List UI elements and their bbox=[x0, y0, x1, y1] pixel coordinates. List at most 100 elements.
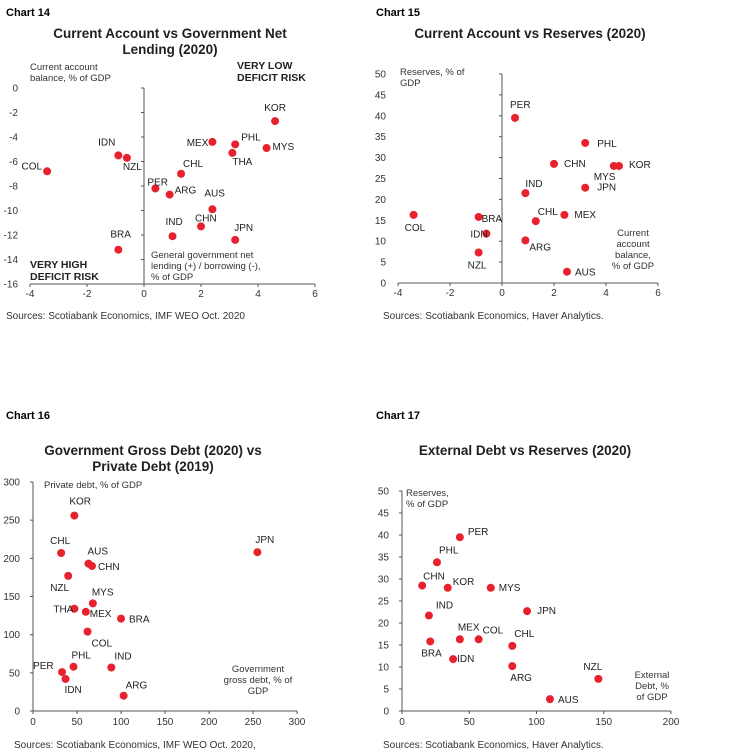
x-tick-label: 150 bbox=[157, 717, 174, 728]
chart15: Chart 15 Current Account vs Reserves (202… bbox=[375, 7, 661, 322]
y-axis-title: GDP bbox=[400, 78, 421, 89]
x-tick-label: 4 bbox=[603, 288, 609, 299]
data-point-per bbox=[455, 533, 464, 542]
data-point-arg bbox=[508, 662, 517, 671]
data-point-mex bbox=[455, 635, 464, 644]
x-axis-title: General government net bbox=[151, 250, 254, 261]
x-tick-label: 50 bbox=[71, 717, 83, 728]
y-tick-label: 10 bbox=[378, 663, 390, 674]
data-label-arg: ARG bbox=[510, 673, 532, 684]
y-tick-label: 0 bbox=[380, 279, 386, 290]
data-point-phl bbox=[432, 558, 441, 567]
x-tick-label: 0 bbox=[399, 717, 405, 728]
data-label-kor: KOR bbox=[264, 103, 286, 114]
x-axis-title: Current bbox=[617, 228, 649, 239]
x-axis-title: Debt, % bbox=[635, 681, 669, 692]
data-label-mys: MYS bbox=[499, 583, 521, 594]
data-label-aus: AUS bbox=[204, 188, 225, 199]
y-tick-label: 20 bbox=[378, 619, 390, 630]
chart-title-line: Government Gross Debt (2020) vs bbox=[44, 443, 262, 458]
x-tick-label: 2 bbox=[198, 289, 204, 300]
data-label-chn: CHN bbox=[423, 572, 445, 583]
data-label-col: COL bbox=[483, 625, 504, 636]
data-label-ind: IND bbox=[436, 601, 453, 612]
y-tick-label: 10 bbox=[375, 237, 387, 248]
data-label-kor: KOR bbox=[453, 577, 475, 588]
y-tick-label: -8 bbox=[9, 182, 18, 193]
y-tick-label: 35 bbox=[375, 132, 387, 143]
data-point-chn bbox=[550, 159, 558, 168]
x-tick-label: 150 bbox=[595, 717, 612, 728]
data-point-jpn bbox=[523, 607, 532, 616]
data-point-jpn bbox=[231, 235, 240, 244]
x-tick-label: -4 bbox=[394, 288, 403, 299]
y-tick-label: 50 bbox=[9, 668, 21, 679]
data-label-idn: IDN bbox=[65, 685, 82, 696]
x-tick-label: 300 bbox=[289, 717, 306, 728]
data-point-aus bbox=[208, 205, 217, 214]
x-tick-label: 6 bbox=[312, 289, 318, 300]
data-point-mys bbox=[609, 161, 618, 170]
data-point-ind bbox=[521, 189, 530, 198]
data-point-arg bbox=[119, 691, 128, 700]
data-label-aus: AUS bbox=[87, 547, 108, 558]
x-tick-label: 0 bbox=[30, 717, 36, 728]
data-point-arg bbox=[521, 236, 530, 245]
chart-number: Chart 16 bbox=[6, 410, 50, 422]
data-point-ind bbox=[424, 611, 433, 620]
data-point-bra bbox=[474, 212, 483, 221]
data-label-phl: PHL bbox=[241, 132, 261, 143]
chart-title-line: Private Debt (2019) bbox=[92, 459, 214, 474]
data-label-nzl: NZL bbox=[123, 162, 142, 173]
data-point-col bbox=[409, 210, 418, 219]
data-point-nzl bbox=[594, 674, 603, 683]
data-label-jpn: JPN bbox=[255, 535, 274, 546]
y-tick-label: 5 bbox=[383, 685, 389, 696]
data-point-col bbox=[474, 635, 483, 644]
data-point-per bbox=[511, 113, 519, 122]
data-point-chl bbox=[531, 217, 540, 226]
data-label-nzl: NZL bbox=[468, 260, 487, 271]
x-axis-title: account bbox=[616, 239, 650, 250]
data-label-bra: BRA bbox=[421, 648, 442, 659]
chart17: Chart 17 External Debt vs Reserves (2020)… bbox=[376, 410, 680, 751]
risk-annotation: VERY HIGH bbox=[30, 259, 87, 271]
y-axis-title: balance, % of GDP bbox=[30, 73, 111, 84]
data-point-arg bbox=[165, 190, 174, 199]
data-point-chn bbox=[197, 222, 205, 231]
data-label-arg: ARG bbox=[126, 681, 148, 692]
data-point-idn bbox=[482, 229, 491, 238]
data-point-mex bbox=[208, 137, 217, 146]
y-tick-label: 35 bbox=[378, 553, 390, 564]
data-point-jpn bbox=[581, 183, 590, 192]
y-tick-label: -10 bbox=[4, 206, 19, 217]
y-tick-label: 15 bbox=[375, 216, 387, 227]
x-tick-label: 6 bbox=[655, 288, 661, 299]
data-label-per: PER bbox=[33, 661, 54, 672]
data-label-col: COL bbox=[22, 161, 43, 172]
chart-title-line: Current Account vs Reserves (2020) bbox=[414, 26, 645, 41]
x-tick-label: 200 bbox=[663, 717, 680, 728]
x-tick-label: 50 bbox=[464, 717, 476, 728]
x-tick-label: 250 bbox=[245, 717, 262, 728]
data-point-per bbox=[58, 668, 67, 677]
data-point-kor bbox=[70, 511, 79, 520]
y-tick-label: -12 bbox=[4, 231, 19, 242]
y-tick-label: 40 bbox=[378, 531, 390, 542]
data-label-per: PER bbox=[468, 527, 489, 538]
data-label-per: PER bbox=[510, 100, 531, 111]
data-label-chl: CHL bbox=[538, 207, 558, 218]
data-point-chn bbox=[418, 581, 427, 590]
risk-annotation: DEFICIT RISK bbox=[30, 271, 99, 283]
data-label-phl: PHL bbox=[597, 139, 617, 150]
x-axis-title: GDP bbox=[248, 686, 269, 697]
chart-number: Chart 17 bbox=[376, 410, 420, 422]
data-label-aus: AUS bbox=[575, 268, 596, 279]
y-tick-label: 300 bbox=[3, 478, 20, 489]
data-point-chl bbox=[508, 641, 517, 650]
data-point-col bbox=[43, 167, 52, 176]
data-point-mys bbox=[88, 599, 97, 608]
data-point-kor bbox=[271, 117, 280, 126]
